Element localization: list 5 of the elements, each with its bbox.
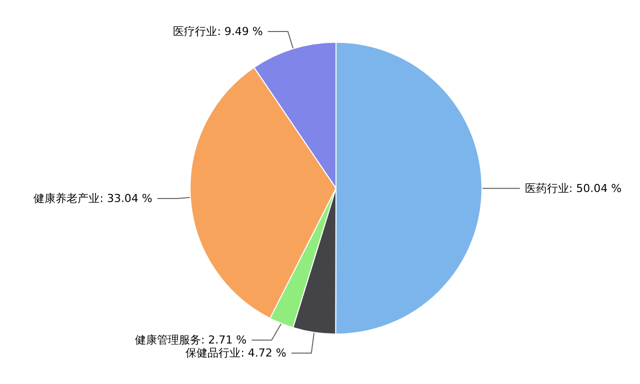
slice-label: 健康管理服务: 2.71 %: [134, 334, 247, 347]
slice-label: 医疗行业: 9.49 %: [173, 24, 263, 38]
slice-label: 健康养老产业: 33.04 %: [34, 192, 152, 206]
slice-label: 保健品行业: 4.72 %: [186, 346, 286, 360]
slice-label: 医药行业: 50.04 %: [524, 182, 622, 195]
